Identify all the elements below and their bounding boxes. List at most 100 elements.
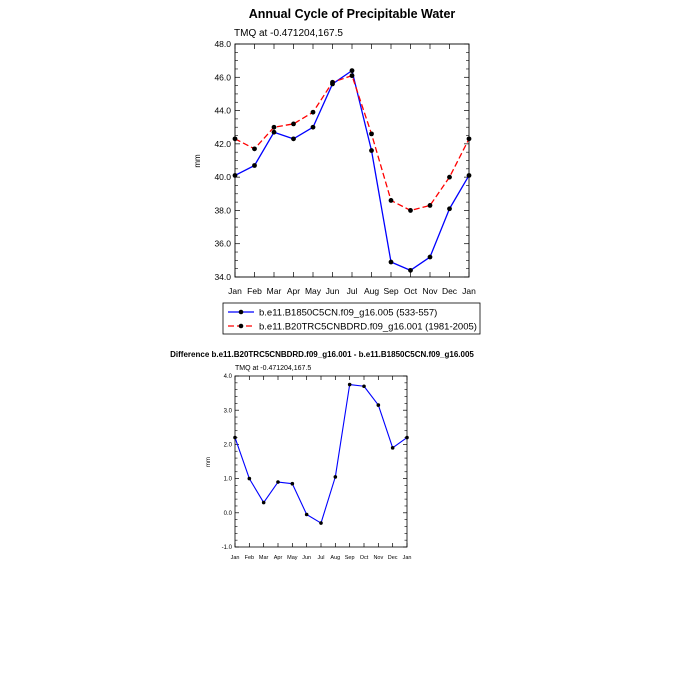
x-tick-label: Jan [403, 555, 412, 561]
data-point-series-2 [408, 208, 413, 213]
x-tick-label: May [287, 555, 298, 561]
axes: 34.0 36.0 38.0 40.0 42.0 44.0 46.0 48.0 Jan Feb Ma… [214, 39, 476, 296]
x-tick-label: Apr [287, 286, 300, 296]
data-point-series-2 [427, 203, 433, 208]
x-tick-label: Aug [330, 555, 340, 561]
data-point-series-1 [362, 384, 366, 389]
x-tick-label: Apr [274, 555, 283, 561]
data-point-series-1 [232, 173, 238, 178]
y-tick-label: -1.0 [222, 545, 233, 551]
x-tick-label: Mar [259, 555, 269, 561]
chart-subtitle: TMQ at -0.471204,167.5 [235, 365, 311, 372]
x-tick-label: Aug [364, 286, 379, 296]
y-tick-label: 44.0 [214, 106, 231, 116]
series-line-1 [234, 69, 470, 271]
data-point-series-1 [261, 500, 266, 505]
data-point-series-1 [291, 136, 296, 142]
x-tick-label: Dec [388, 555, 398, 561]
y-tick-label: 48.0 [214, 39, 231, 49]
x-tick-label: May [305, 286, 322, 296]
x-tick-label: Jul [347, 286, 358, 296]
legend-label-series-1: b.e11.B1850C5CN.f09_g16.005 (533-557) [259, 308, 437, 319]
data-point-series-1 [466, 173, 472, 178]
y-axis-label: mm [193, 154, 202, 168]
y-tick-label: 0.0 [224, 511, 233, 517]
data-point-series-2 [291, 121, 296, 127]
data-point-series-2 [252, 146, 257, 152]
y-tick-label: 40.0 [214, 172, 231, 182]
data-point-series-2 [447, 174, 452, 180]
data-point-series-1 [310, 124, 316, 130]
bottom-chart: Difference b.e11.B20TRC5CNBDRD.f09_g16.0… [170, 350, 474, 561]
y-tick-label: 2.0 [224, 443, 233, 449]
series-line-2 [234, 74, 470, 212]
data-point-series-1 [347, 382, 352, 387]
x-tick-label: Feb [245, 555, 254, 561]
top-chart: Annual Cycle of Precipitable Water TMQ a… [193, 7, 481, 335]
x-tick-label: Oct [360, 555, 369, 561]
y-tick-label: 4.0 [224, 374, 233, 380]
data-point-series-1 [247, 476, 252, 481]
x-tick-label: Oct [404, 286, 418, 296]
data-point-series-1 [447, 206, 452, 212]
x-tick-label: Sep [345, 555, 355, 561]
data-point-series-2 [310, 109, 316, 115]
data-point-series-1 [369, 148, 374, 153]
x-tick-label: Sep [383, 286, 398, 296]
data-point-series-2 [369, 131, 374, 137]
data-point-series-1 [349, 68, 355, 74]
plot-frame [234, 43, 470, 278]
data-point-series-2 [271, 124, 277, 130]
legend: b.e11.B1850C5CN.f09_g16.005 (533-557) b.… [222, 302, 481, 335]
y-tick-label: 34.0 [214, 272, 231, 282]
x-tick-label: Nov [422, 286, 438, 296]
plot-area [232, 68, 472, 273]
data-point-series-1 [405, 435, 409, 440]
chart-title: Annual Cycle of Precipitable Water [249, 7, 456, 21]
chart-subtitle: TMQ at -0.471204,167.5 [234, 28, 343, 39]
data-point-series-2 [388, 198, 394, 203]
y-tick-label: 36.0 [214, 239, 231, 249]
legend-marker-series-2 [238, 323, 244, 329]
data-point-series-1 [390, 446, 395, 450]
x-tick-label: Jan [228, 286, 242, 296]
y-tick-label: 42.0 [214, 139, 231, 149]
data-point-series-1 [233, 435, 237, 440]
legend-marker-series-1 [238, 309, 244, 315]
data-point-series-1 [271, 129, 277, 135]
data-point-series-1 [319, 521, 323, 525]
data-point-series-1 [333, 475, 338, 479]
y-tick-label: 38.0 [214, 205, 231, 215]
legend-label-series-2: b.e11.B20TRC5CNBDRD.f09_g16.001 (1981-20… [259, 322, 477, 333]
data-point-series-1 [376, 403, 381, 407]
x-tick-label: Nov [373, 555, 383, 561]
x-tick-label: Mar [267, 286, 282, 296]
chart-title: Difference b.e11.B20TRC5CNBDRD.f09_g16.0… [170, 350, 474, 359]
data-point-series-1 [304, 512, 309, 517]
data-point-series-1 [252, 163, 257, 168]
x-tick-label: Jan [462, 286, 476, 296]
y-tick-label: 3.0 [224, 408, 233, 414]
axes: -1.0 0.0 1.0 2.0 3.0 4.0 Jan Feb Mar Apr May Jun Jul… [222, 374, 412, 561]
x-tick-label: Jan [231, 555, 240, 561]
legend-box [222, 302, 481, 335]
y-tick-label: 1.0 [224, 477, 233, 483]
data-point-series-1 [276, 480, 280, 484]
series-line-1 [234, 383, 408, 524]
data-point-series-1 [427, 254, 433, 260]
plot-area [233, 382, 409, 525]
x-tick-label: Jul [317, 555, 324, 561]
y-axis-label: mm [206, 457, 212, 467]
x-tick-label: Dec [442, 286, 458, 296]
data-point-series-2 [349, 73, 355, 79]
data-point-series-2 [330, 79, 335, 85]
data-point-series-2 [232, 136, 238, 142]
data-point-series-1 [388, 259, 394, 265]
y-tick-label: 46.0 [214, 72, 231, 82]
data-point-series-1 [290, 481, 295, 486]
data-point-series-2 [466, 136, 472, 142]
x-tick-label: Jun [302, 555, 311, 561]
x-tick-label: Jun [326, 286, 340, 296]
x-tick-label: Feb [247, 286, 262, 296]
